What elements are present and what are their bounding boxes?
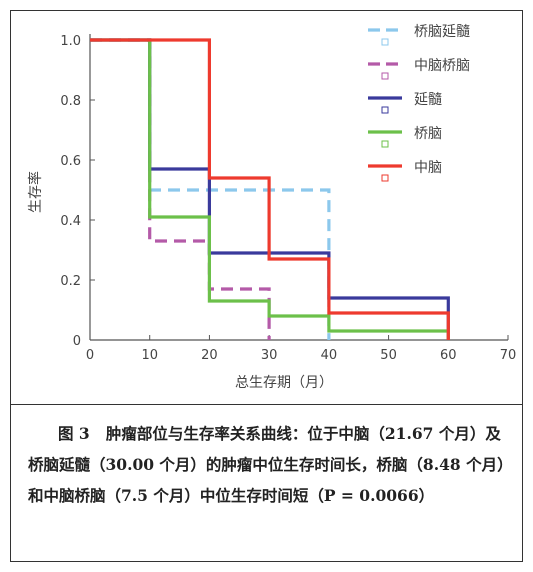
x-tick-label: 10	[141, 348, 158, 363]
legend-marker	[381, 106, 389, 114]
figure-caption: 图 3 肿瘤部位与生存率关系曲线：位于中脑（21.67 个月）及桥脑延髓（30.…	[28, 418, 506, 511]
x-tick-label: 30	[261, 348, 278, 363]
legend-label: 延髓	[414, 92, 442, 108]
y-tick-label: 0.2	[60, 274, 81, 289]
legend-label: 中脑	[414, 160, 442, 176]
y-tick-label: 0.6	[60, 154, 81, 169]
x-axis-label: 总生存期（月）	[235, 375, 333, 391]
figure-frame	[10, 10, 523, 562]
x-tick-label: 40	[321, 348, 338, 363]
x-tick-label: 0	[86, 348, 94, 363]
x-tick-label: 60	[440, 348, 457, 363]
caption-text: 肿瘤部位与生存率关系曲线：位于中脑（21.67 个月）及桥脑延髓（30.00 个…	[28, 424, 505, 505]
legend-label: 中脑桥脑	[414, 58, 470, 74]
legend-marker	[381, 38, 389, 46]
y-tick-label: 0	[73, 334, 81, 349]
y-axis-label: 生存率	[27, 171, 44, 213]
y-tick-label: 0.8	[60, 94, 81, 109]
chart-axes: 0 10 20 30 40 50 60 70 0 0.2 0.4 0.6 0.8 1.0	[60, 34, 516, 363]
y-tick-label: 1.0	[60, 34, 81, 49]
legend-marker	[381, 140, 389, 148]
legend-marker	[381, 174, 389, 182]
legend-label: 桥脑延髓	[414, 24, 470, 40]
legend-label: 桥脑	[414, 126, 442, 142]
x-tick-label: 20	[201, 348, 218, 363]
y-tick-label: 0.4	[60, 214, 81, 229]
x-tick-label: 70	[500, 348, 517, 363]
x-tick-label: 50	[380, 348, 397, 363]
chart-series	[90, 38, 450, 340]
legend-marker	[381, 72, 389, 80]
figure-label: 图 3	[58, 424, 90, 443]
series-line-4	[90, 38, 450, 340]
caption-divider	[10, 404, 523, 405]
series-line-5	[90, 38, 450, 340]
